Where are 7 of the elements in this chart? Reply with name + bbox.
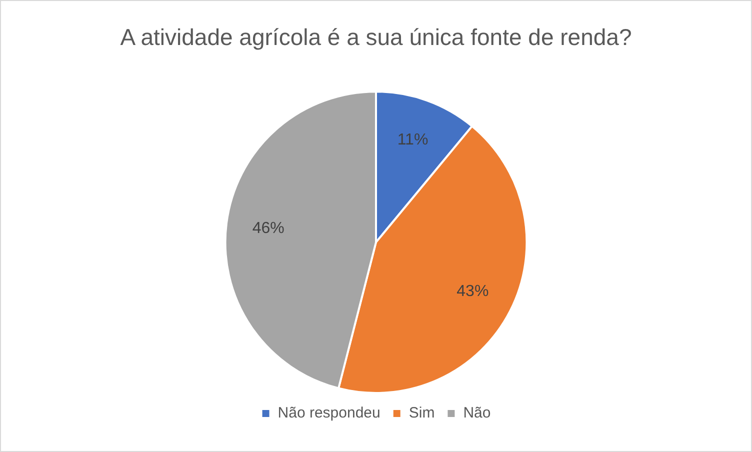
legend-label: Sim (408, 404, 435, 422)
data-label: 43% (456, 282, 489, 300)
data-label: 11% (397, 132, 428, 149)
legend-label: Não respondeu (278, 404, 380, 422)
data-label: 46% (252, 220, 284, 238)
chart-title: A atividade agrícola é a sua única fonte de renda? (120, 24, 632, 50)
legend-label: Não (463, 404, 491, 422)
